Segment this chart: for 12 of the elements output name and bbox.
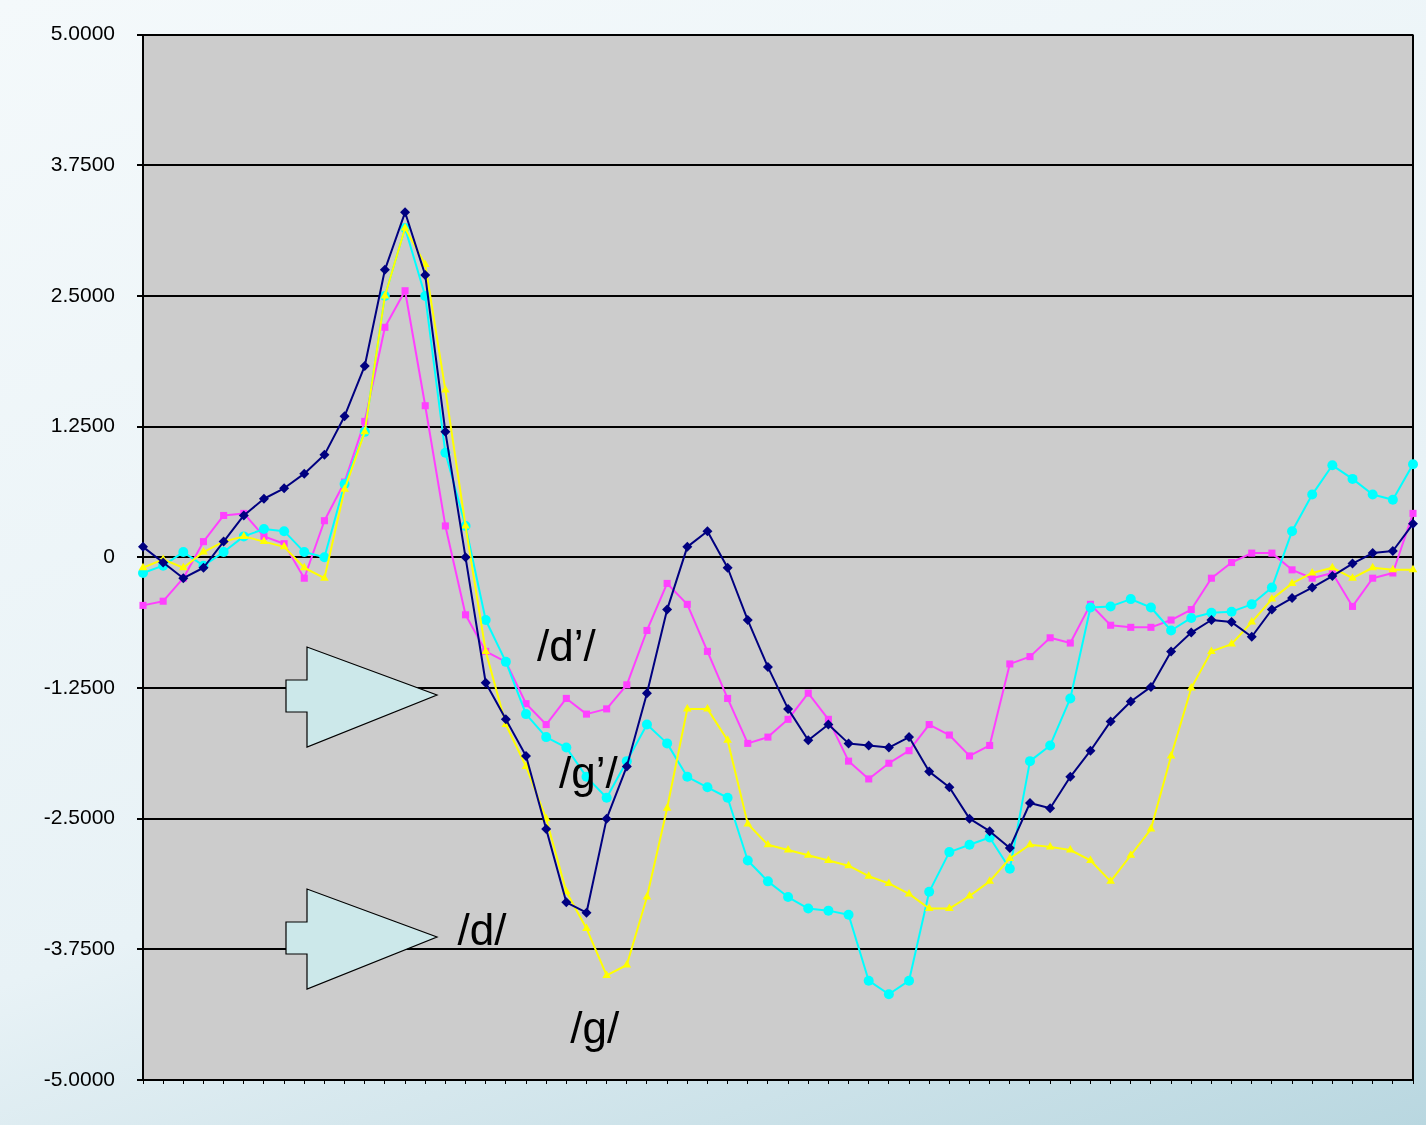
- y-tick-label: -3.7500: [43, 936, 115, 960]
- y-tick-label: 3.7500: [50, 152, 115, 176]
- y-tick-label: 1.2500: [50, 413, 115, 437]
- y-tick-label: 0: [103, 544, 115, 568]
- series-label: /g/: [570, 1002, 620, 1052]
- y-tick-label: -1.2500: [43, 674, 115, 698]
- y-tick-label: -2.5000: [43, 805, 115, 829]
- y-tick-label: 2.5000: [50, 282, 115, 306]
- y-tick-label: -5.0000: [43, 1066, 115, 1090]
- series-label: /d’/: [536, 620, 597, 670]
- series-label: /d/: [457, 904, 508, 954]
- y-tick-label: 5.0000: [50, 21, 115, 45]
